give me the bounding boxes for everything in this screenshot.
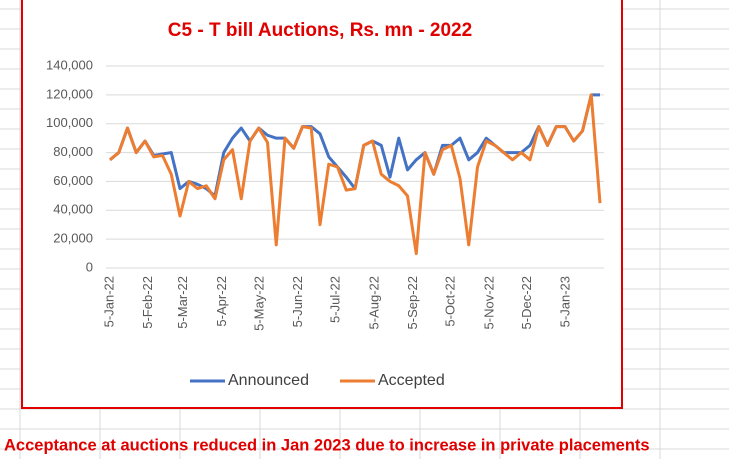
annotation: Acceptance at auctions reduced in Jan 20… <box>4 436 650 454</box>
chart-title: C5 - T bill Auctions, Rs. mn - 2022 <box>168 20 472 41</box>
x-tick-label: 5-Nov-22 <box>481 276 496 329</box>
x-tick-label: 5-Dec-22 <box>519 276 534 329</box>
legend-label: Announced <box>228 372 309 389</box>
y-tick-label: 140,000 <box>46 57 93 72</box>
y-tick-label: 40,000 <box>53 202 93 217</box>
x-tick-label: 5-Apr-22 <box>214 276 229 327</box>
y-tick-label: 60,000 <box>53 173 93 188</box>
x-tick-label: 5-Feb-22 <box>140 276 155 329</box>
x-tick-label: 5-May-22 <box>251 276 266 331</box>
y-tick-label: 120,000 <box>46 86 93 101</box>
series-line <box>109 93 602 256</box>
legend-label: Accepted <box>378 372 445 389</box>
y-tick-label: 80,000 <box>53 144 93 159</box>
y-tick-label: 20,000 <box>53 231 93 246</box>
x-tick-label: 5-Jun-22 <box>290 276 305 327</box>
y-tick-label: 0 <box>86 259 93 274</box>
y-tick-label: 100,000 <box>46 115 93 130</box>
x-tick-label: 5-Sep-22 <box>405 276 420 329</box>
x-tick-label: 5-Jan-22 <box>101 276 116 327</box>
x-tick-label: 5-Jul-22 <box>328 276 343 323</box>
grid: 0 20,000 40,000 60,000 80,000 100,000 120,000 1… <box>46 57 604 331</box>
x-tick-label: 5-Jan-23 <box>558 276 573 327</box>
x-tick-label: 5-Aug-22 <box>366 276 381 329</box>
plot <box>109 93 602 256</box>
x-tick-label: 5-Oct-22 <box>443 276 458 327</box>
x-tick-label: 5-Mar-22 <box>175 276 190 329</box>
